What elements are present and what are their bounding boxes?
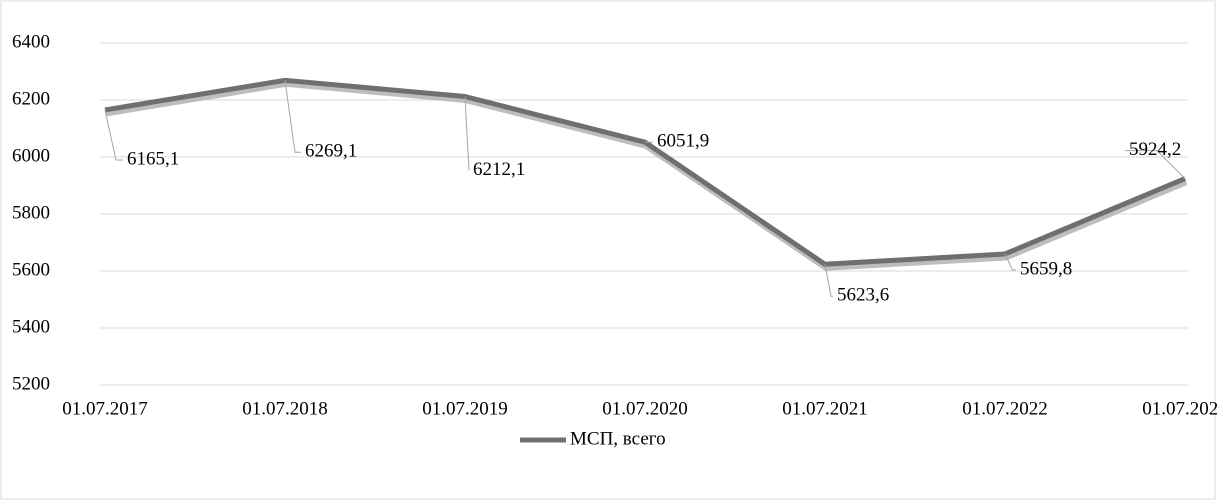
leader-line — [824, 264, 833, 297]
x-tick-label: 01.07.2020 — [602, 398, 688, 419]
y-tick-label: 6000 — [12, 145, 50, 166]
x-tick-label: 01.07.2023 — [1142, 398, 1217, 419]
x-tick-label: 01.07.2022 — [962, 398, 1048, 419]
y-tick-label: 5400 — [12, 316, 50, 337]
data-label: 6165,1 — [127, 148, 179, 169]
x-tick-label: 01.07.2018 — [242, 398, 328, 419]
data-label: 6269,1 — [305, 141, 357, 162]
data-label: 6212,1 — [473, 159, 525, 180]
data-label: 5623,6 — [837, 285, 889, 306]
x-tick-label: 01.07.2021 — [782, 398, 868, 419]
leader-line — [464, 96, 470, 171]
x-tick-label: 01.07.2017 — [62, 398, 148, 419]
leader-line — [104, 109, 123, 161]
data-label: 5924,2 — [1129, 139, 1181, 160]
y-tick-label: 6200 — [12, 88, 50, 109]
y-tick-label: 6400 — [12, 31, 50, 52]
y-tick-label: 5200 — [12, 373, 50, 394]
leader-line — [284, 80, 301, 153]
y-tick-label: 5600 — [12, 259, 50, 280]
x-tick-label: 01.07.2019 — [422, 398, 508, 419]
legend-label: МСП, всего — [570, 428, 666, 449]
data-label: 6051,9 — [657, 131, 709, 152]
leader-line — [1125, 150, 1186, 179]
data-label: 5659,8 — [1020, 258, 1072, 279]
leader-line — [1004, 253, 1016, 271]
y-tick-label: 5800 — [12, 202, 50, 223]
